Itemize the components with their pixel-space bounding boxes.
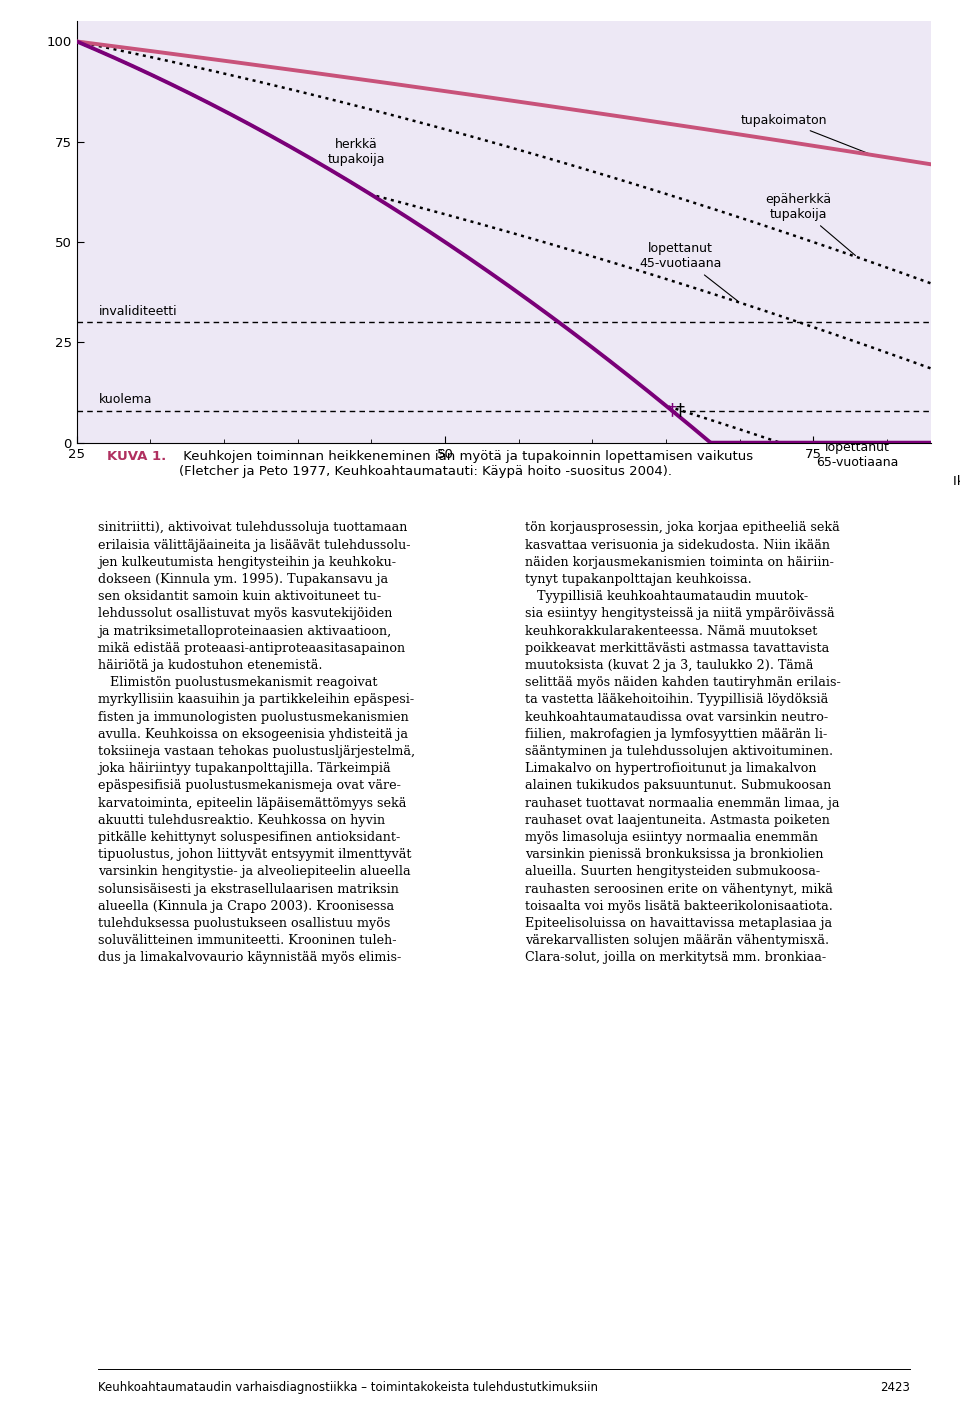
Text: Keuhkojen toiminnan heikkeneminen iän myötä ja tupakoinnin lopettamisen vaikutus: Keuhkojen toiminnan heikkeneminen iän my…: [180, 450, 754, 478]
Text: epäherkkä
tupakoija: epäherkkä tupakoija: [765, 193, 855, 255]
Text: sinitriitti), aktivoivat tulehdussoluja tuottamaan
erilaisia välittäjäaineita ja: sinitriitti), aktivoivat tulehdussoluja …: [98, 521, 416, 965]
Text: †: †: [667, 401, 676, 420]
Text: tön korjausprosessin, joka korjaa epitheeliä sekä
kasvattaa verisuonia ja sideku: tön korjausprosessin, joka korjaa epithe…: [525, 521, 841, 965]
Text: 2423: 2423: [880, 1381, 910, 1394]
Text: Keuhkoahtaumataudin varhaisdiagnostiikka – toimintakokeista tulehdustutkimuksiin: Keuhkoahtaumataudin varhaisdiagnostiikka…: [98, 1381, 598, 1394]
Text: lopettanut
65-vuotiaana: lopettanut 65-vuotiaana: [816, 441, 899, 469]
Text: kuolema: kuolema: [99, 392, 153, 405]
Text: Ikä (v): Ikä (v): [953, 475, 960, 488]
Text: invaliditeetti: invaliditeetti: [99, 304, 178, 317]
Text: tupakoimaton: tupakoimaton: [740, 114, 870, 154]
Text: †: †: [676, 401, 684, 420]
Text: lopettanut
45-vuotiaana: lopettanut 45-vuotiaana: [639, 243, 737, 301]
Text: KUVA 1.: KUVA 1.: [107, 450, 166, 462]
Text: herkkä
tupakoija: herkkä tupakoija: [328, 137, 385, 166]
